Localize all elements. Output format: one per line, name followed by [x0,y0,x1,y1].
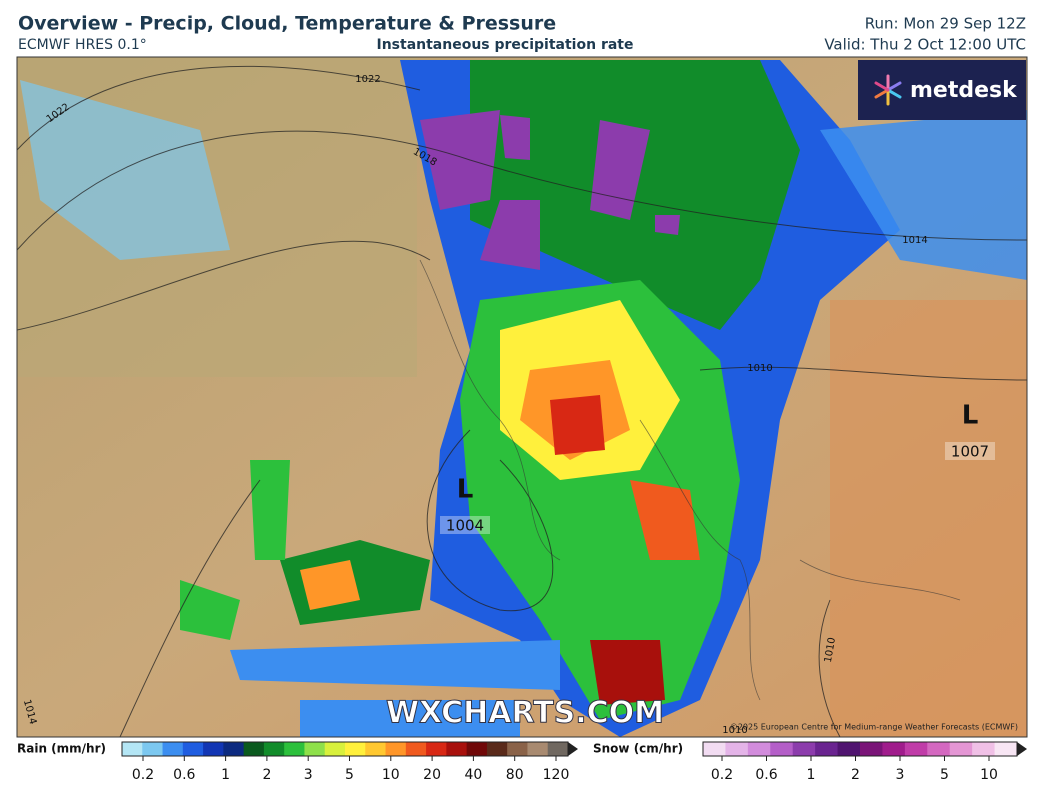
rain-legend-tick-label: 0.2 [132,767,154,783]
snow-legend-swatch [792,742,816,756]
snow-legend-tick-label: 5 [940,767,949,783]
rain-legend-label: Rain (mm/hr) [17,742,106,756]
rain-legend-swatch [304,742,326,756]
snow-legend-swatch [904,742,928,756]
snow-legend-swatch [725,742,749,756]
pressure-box [945,442,995,460]
rain-legend-border [121,741,569,757]
rain-legend-tick-label: 2 [262,767,271,783]
rain-legend-swatch [324,742,346,756]
pressure-box [440,516,490,534]
isobar-label: 1014 [902,235,927,246]
snow-legend-swatch [703,742,726,756]
rain-legend-swatch [284,742,305,756]
logo-text: metdesk [910,78,1018,103]
snow-legend-swatch [747,742,771,756]
rain-legend-tick-label: 10 [382,767,400,783]
watermark: WXCHARTS.COM [386,696,664,731]
low-symbol: L [457,475,474,505]
snow-legend-label: Snow (cm/hr) [593,742,683,756]
rain-legend-tick-label: 0.6 [173,767,195,783]
snow-legend-border [702,741,1018,757]
isobar-label: 1010 [747,363,772,374]
map-frame [16,56,1028,738]
terrain [830,300,1027,737]
snow-legend-tick-label: 0.6 [755,767,777,783]
coastlines [419,259,961,701]
rain-legend-swatch [547,742,569,756]
low-pressure: 1007 [951,443,989,461]
snow-legend-swatch [860,742,883,756]
rain-legend-swatch [142,742,164,756]
logo-icon [874,74,902,106]
rain-legend-tick-label: 40 [464,767,482,783]
snow-legend-tick-label: 1 [807,767,816,783]
rain-legend-tick-label: 1 [221,767,230,783]
rain-legend-swatch [385,742,407,756]
rain-legend-swatch [507,742,528,756]
rain-legend-swatch [486,742,508,756]
rain-legend-swatch [122,742,143,756]
snow-legend-swatch [972,742,996,756]
precip-field [20,60,1027,737]
rain-legend-tick-label: 5 [345,767,354,783]
rain-legend-swatch [365,742,387,756]
snow-legend-tick-label: 3 [896,767,905,783]
snow-legend-swatch [994,742,1018,756]
isobar-label: 1010 [722,725,747,736]
snow-legend-swatch [882,742,906,756]
snow-legend-swatch [837,742,861,756]
snow-legend-tick-label: 10 [980,767,998,783]
snow-legend-tick-label: 2 [851,767,860,783]
rain-legend-tick-label: 20 [423,767,441,783]
rain-legend-swatch [223,742,245,756]
rain-legend-swatch [446,742,468,756]
isobars [17,65,1027,737]
snow-legend-swatch [949,742,973,756]
isobar-label: 1010 [823,637,838,664]
rain-legend-swatch [263,742,285,756]
rain-legend-tick-label: 80 [506,767,524,783]
rain-legend-tick-label: 120 [543,767,570,783]
rain-legend-swatch [405,742,427,756]
rain-legend-arrow [568,742,578,756]
rain-legend-swatch [527,742,549,756]
rain-legend-swatch [162,742,184,756]
snow-legend-swatch [815,742,839,756]
title: Overview - Precip, Cloud, Temperature & … [18,13,556,35]
rain-legend-swatch [243,742,265,756]
rain-legend-swatch [426,742,447,756]
rain-legend-swatch [466,742,488,756]
snow-legend-tick-label: 0.2 [711,767,733,783]
snow-legend-swatch [770,742,794,756]
snow-legend-arrow [1017,742,1027,756]
map [17,57,1027,737]
snow-legend-swatch [927,742,951,756]
run: Run: Mon 29 Sep 12Z [865,15,1026,33]
subtitle: Instantaneous precipitation rate [377,37,634,53]
valid: Valid: Thu 2 Oct 12:00 UTC [824,36,1026,54]
isobar-label: 1022 [355,74,380,85]
low-symbol: L [962,401,979,431]
rain-legend-swatch [345,742,366,756]
copyright: ©2025 European Centre for Medium-range W… [730,723,1018,732]
low-pressure: 1004 [446,517,484,535]
rain-legend-swatch [182,742,204,756]
rain-legend-tick-label: 3 [304,767,313,783]
model: ECMWF HRES 0.1° [18,37,147,53]
rain-legend-swatch [203,742,224,756]
